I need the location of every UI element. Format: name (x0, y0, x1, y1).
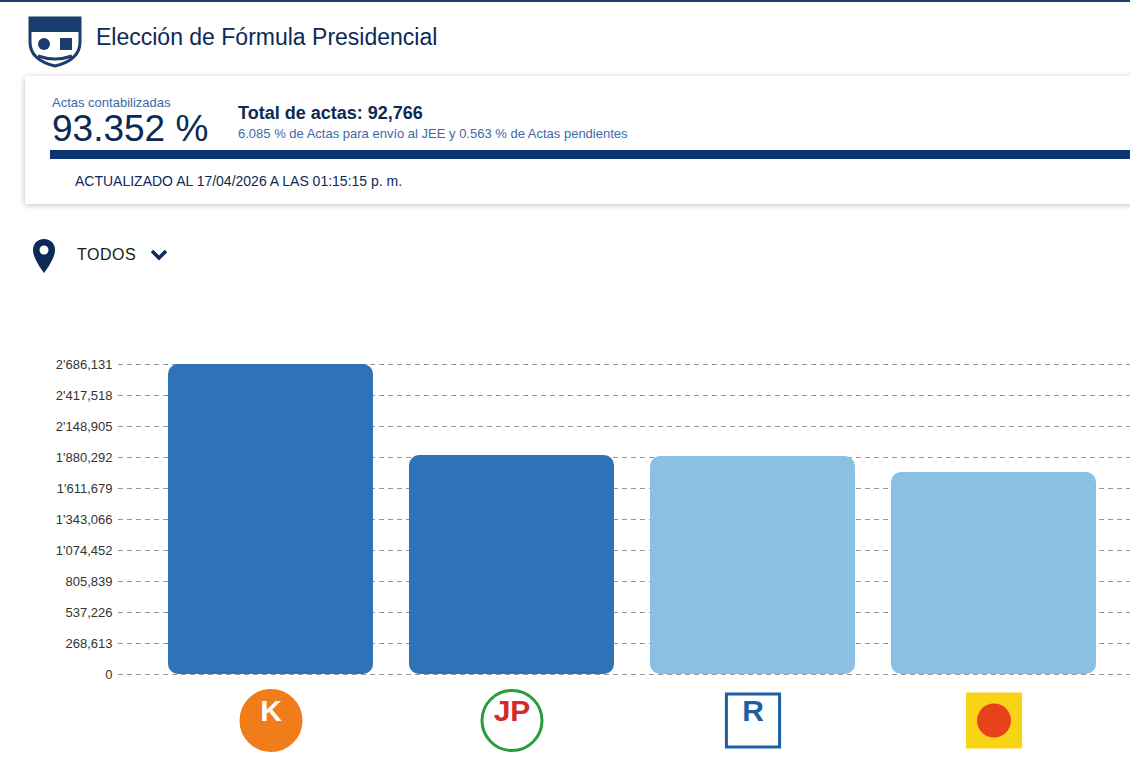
svg-text:268,613: 268,613 (66, 636, 113, 651)
html-text:Actas contabilizadas: Actas contabilizadas (52, 95, 171, 110)
html-text:6.085 % de Actas para envío al: 6.085 % de Actas para envío al JEE y 0.5… (238, 126, 628, 141)
svg-text:805,839: 805,839 (66, 574, 113, 589)
svg-text:JP: JP (494, 694, 531, 727)
svg-text:K: K (260, 694, 282, 727)
svg-text:1'880,292: 1'880,292 (56, 450, 113, 465)
html-text:Total de actas: 92,766: Total de actas: 92,766 (238, 103, 423, 123)
svg-text:537,226: 537,226 (66, 605, 113, 620)
html-text:93.352 %: 93.352 % (52, 108, 209, 149)
svg-text:2'148,905: 2'148,905 (56, 419, 113, 434)
svg-text:R: R (742, 694, 764, 727)
svg-text:2'686,131: 2'686,131 (56, 357, 113, 372)
html-text:TODOS: TODOS (77, 246, 137, 263)
svg-text:1'343,066: 1'343,066 (56, 512, 113, 527)
svg-text:0: 0 (105, 667, 112, 682)
html-text:Elección de Fórmula Presidenci: Elección de Fórmula Presidencial (96, 24, 438, 50)
svg-text:2'417,518: 2'417,518 (56, 388, 113, 403)
svg-text:1'611,679: 1'611,679 (57, 481, 113, 496)
html-text:ACTUALIZADO AL 17/04/2026 A LA: ACTUALIZADO AL 17/04/2026 A LAS 01:15:15… (75, 173, 403, 189)
svg-text:1'074,452: 1'074,452 (56, 543, 113, 558)
